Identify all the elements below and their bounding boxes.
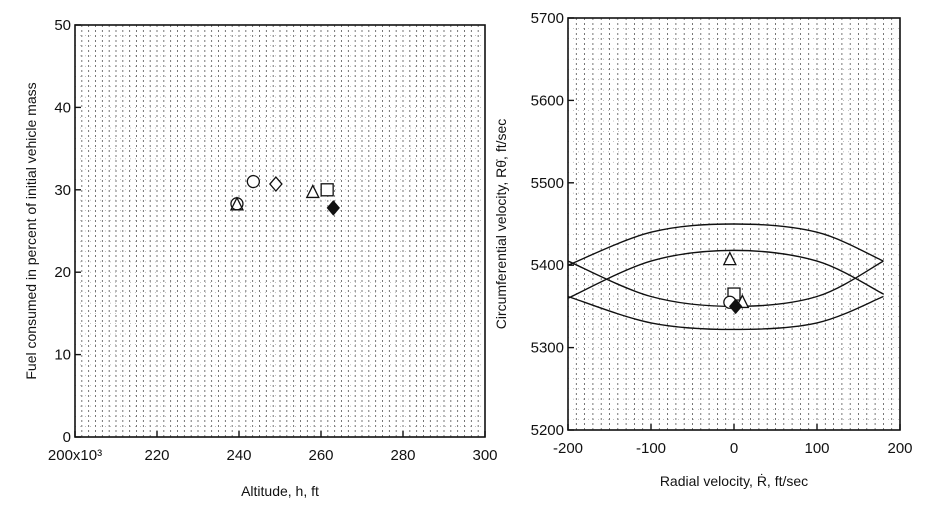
velocity-envelope-chart: -200 -100 0 100 200 5200 5300 5400 5500 5600 5700 R…	[493, 10, 913, 489]
left-x-tick-label: 280	[390, 447, 415, 464]
left-x-tick-label: 200x10³	[48, 447, 102, 464]
left-filled-diamond-marker	[326, 200, 340, 216]
right-x-tick-label: 200	[887, 440, 912, 457]
right-triangle-marker	[722, 251, 737, 266]
right-y-axis-label: Circumferential velocity, Rθ̇, ft/sec	[493, 119, 509, 330]
right-y-tick-label: 5500	[531, 175, 564, 192]
left-y-axis-label: Fuel consumed in percent of initial vehi…	[23, 82, 39, 379]
right-y-tick-label: 5400	[531, 257, 564, 274]
right-y-tick-label: 5200	[531, 422, 564, 439]
right-x-tick-label: 100	[804, 440, 829, 457]
left-y-tick-label: 10	[54, 347, 71, 364]
left-y-tick-label: 40	[54, 99, 71, 116]
left-x-tick-label: 260	[308, 447, 333, 464]
left-square-marker	[320, 183, 334, 197]
right-envelope-curve	[567, 223, 884, 266]
right-x-tick-label: 0	[730, 440, 738, 457]
right-x-tick-label: -200	[553, 440, 583, 457]
left-y-tick-label: 20	[54, 264, 71, 281]
right-envelope-curve	[567, 249, 884, 299]
left-circle-marker	[246, 174, 261, 189]
left-y-tick-label: 50	[54, 17, 71, 34]
left-plot-frame	[74, 24, 486, 438]
right-envelope-curve	[567, 295, 884, 331]
left-diamond-marker	[269, 176, 283, 193]
left-triangle-marker	[305, 183, 320, 199]
right-y-tick-label: 5700	[531, 10, 564, 27]
right-x-tick-label: -100	[636, 440, 666, 457]
left-x-axis-label: Altitude, h, ft	[241, 483, 319, 499]
left-x-tick-label: 220	[144, 447, 169, 464]
left-x-tick-label: 300	[472, 447, 497, 464]
right-y-tick-label: 5300	[531, 340, 564, 357]
left-circle-marker	[230, 197, 244, 211]
left-triangle-marker	[229, 196, 245, 211]
left-x-tick-label: 240	[226, 447, 251, 464]
fuel-vs-altitude-chart: 200x10³ 220 240 260 280 300 0 10 20 30 40 50 Altitud…	[23, 17, 498, 499]
right-filled-diamond-marker	[729, 298, 743, 315]
left-grid	[75, 25, 485, 437]
right-x-axis-label: Radial velocity, Ṙ, ft/sec	[660, 472, 808, 489]
left-y-tick-label: 0	[63, 429, 71, 446]
right-y-tick-label: 5600	[531, 92, 564, 109]
left-y-tick-label: 30	[54, 182, 71, 199]
right-grid	[568, 18, 900, 430]
